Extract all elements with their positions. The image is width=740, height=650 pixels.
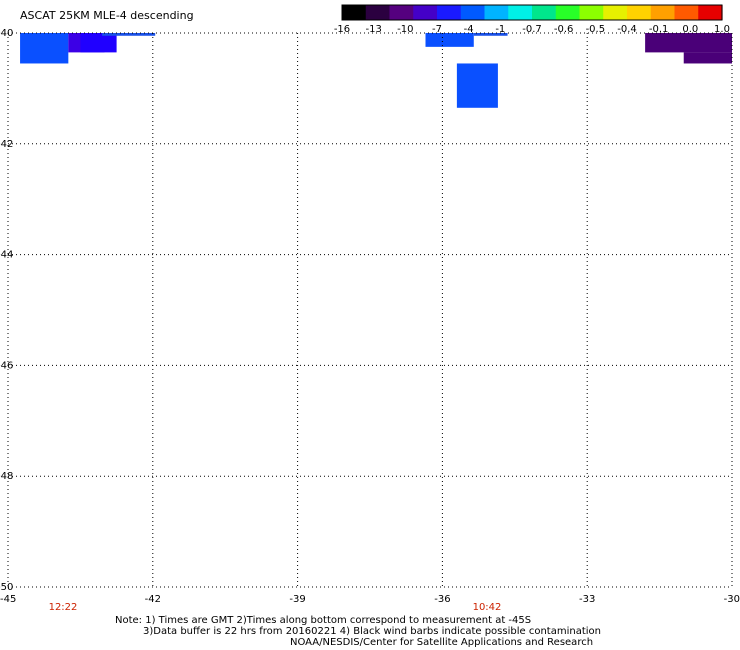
colorbar-segment bbox=[342, 5, 367, 20]
lat-tick-label: -46 bbox=[0, 360, 13, 371]
note-line-1: Note: 1) Times are GMT 2)Times along bot… bbox=[115, 615, 532, 626]
colorbar-tick-label: -4 bbox=[464, 24, 474, 35]
lat-tick-label: -48 bbox=[0, 471, 13, 482]
colorbar-segment bbox=[508, 5, 533, 20]
colorbar-tick-label: -0.4 bbox=[617, 24, 637, 35]
lat-tick-label: -40 bbox=[0, 28, 13, 39]
lat-tick-label: -50 bbox=[0, 582, 13, 593]
lat-tick-label: -42 bbox=[0, 139, 13, 150]
colorbar-tick-label: -0.1 bbox=[649, 24, 669, 35]
colorbar-segment bbox=[579, 5, 604, 20]
colorbar-segment bbox=[365, 5, 391, 20]
colorbar-tick-label: -0.7 bbox=[522, 24, 542, 35]
colorbar-segment bbox=[532, 5, 557, 20]
color-scale-bar: -16 -13 -10 -7 -4 -1 -0.7 -0.6 -0.5 -0.4 -0.1 0.0 1.… bbox=[334, 4, 730, 35]
lon-tick-label: -36 bbox=[434, 594, 450, 605]
colorbar-tick-label: -16 bbox=[334, 24, 350, 35]
colorbar-segment bbox=[555, 5, 581, 20]
lon-tick-label: -39 bbox=[289, 594, 305, 605]
colorbar-segment bbox=[627, 5, 652, 20]
colorbar-tick-label: -13 bbox=[365, 24, 381, 35]
colorbar-tick-label: -10 bbox=[397, 24, 413, 35]
colorbar-tick-label: 0.0 bbox=[682, 24, 698, 35]
colorbar-tick-label: -7 bbox=[432, 24, 442, 35]
data-patch bbox=[80, 33, 117, 53]
data-patch bbox=[20, 33, 69, 64]
time-label: 10:42 bbox=[473, 602, 502, 612]
map-title: ASCAT 25KM MLE-4 descending bbox=[20, 9, 194, 22]
colorbar-segment bbox=[674, 5, 699, 20]
data-patch bbox=[425, 33, 474, 47]
data-patch bbox=[102, 33, 156, 36]
time-label: 12:22 bbox=[49, 602, 78, 612]
data-patch bbox=[683, 52, 732, 64]
lon-tick-label: -33 bbox=[579, 594, 595, 605]
colorbar-segment bbox=[389, 5, 414, 20]
colorbar-segment bbox=[460, 5, 486, 20]
lat-tick-label: -44 bbox=[0, 250, 13, 261]
data-patch bbox=[473, 33, 508, 36]
colorbar-segment bbox=[413, 5, 438, 20]
lon-tick-label: -45 bbox=[0, 594, 16, 605]
colorbar-segment bbox=[603, 5, 628, 20]
note-line-2: 3)Data buffer is 22 hrs from 20160221 4)… bbox=[143, 626, 601, 637]
colorbar-tick-label: 1.0 bbox=[714, 24, 730, 35]
data-patch bbox=[645, 33, 732, 53]
map-plot-area: -45 -42 -39 -36 -33 -30 -40 -42 -44 -46 -48 -50 12:2… bbox=[0, 28, 740, 612]
lon-tick-label: -30 bbox=[724, 594, 740, 605]
note-line-3: NOAA/NESDIS/Center for Satellite Applica… bbox=[290, 637, 594, 648]
lon-tick-label: -42 bbox=[145, 594, 161, 605]
colorbar-tick-label: -1 bbox=[495, 24, 505, 35]
colorbar-segment bbox=[650, 5, 676, 20]
colorbar-segment bbox=[437, 5, 462, 20]
colorbar-segment bbox=[698, 5, 723, 20]
colorbar-segment bbox=[484, 5, 509, 20]
colorbar-frame bbox=[341, 4, 723, 21]
data-patch bbox=[456, 63, 498, 108]
colorbar-tick-label: -0.5 bbox=[586, 24, 606, 35]
colorbar-tick-label: -0.6 bbox=[554, 24, 574, 35]
